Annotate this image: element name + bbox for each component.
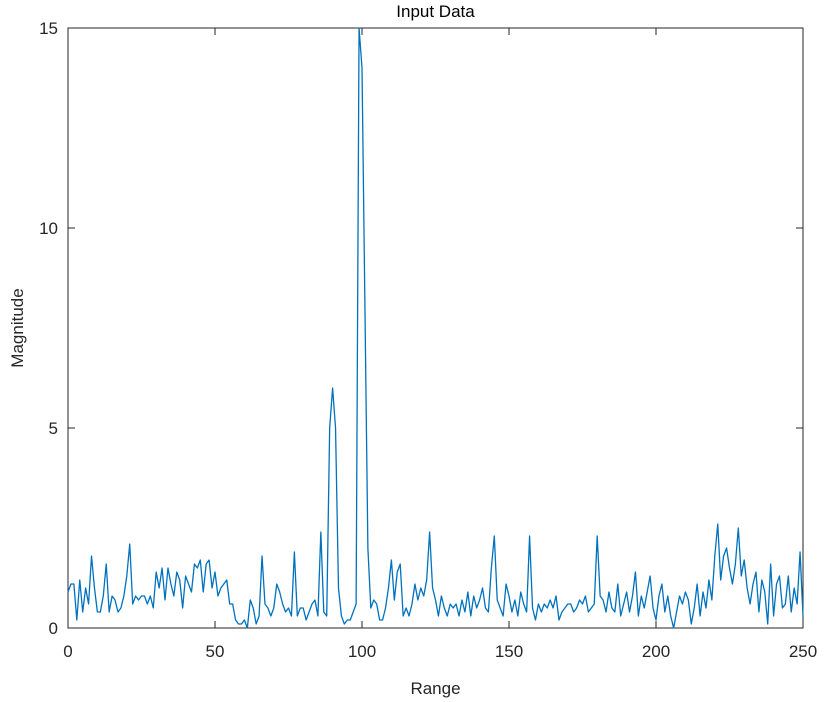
- y-tick-label: 5: [49, 419, 58, 438]
- x-tick-label: 150: [495, 642, 523, 661]
- chart-title: Input Data: [396, 2, 475, 21]
- y-tick-label: 0: [49, 619, 58, 638]
- axes-box: [67, 27, 804, 629]
- x-tick-label: 50: [206, 642, 225, 661]
- x-axis-label: Range: [410, 679, 460, 698]
- x-tick-label: 250: [789, 642, 817, 661]
- x-tick-label: 100: [348, 642, 376, 661]
- x-tick-label: 0: [63, 642, 72, 661]
- data-line: [67, 27, 804, 629]
- y-tick-label: 10: [39, 219, 58, 238]
- axis-ticks: 0 50 100 150 200 250 0 5 10 15: [39, 19, 817, 661]
- x-tick-label: 200: [642, 642, 670, 661]
- plot-area: [67, 27, 804, 629]
- y-axis-label: Magnitude: [8, 288, 27, 367]
- y-tick-label: 15: [39, 19, 58, 38]
